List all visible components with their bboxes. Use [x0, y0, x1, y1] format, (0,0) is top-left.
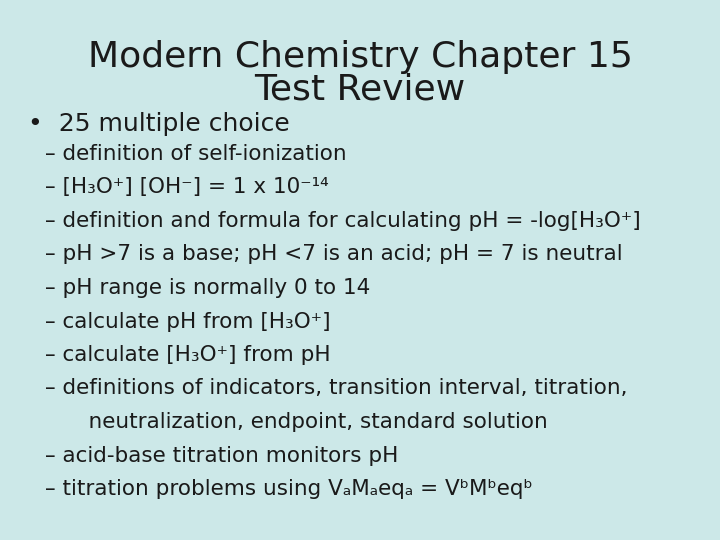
Text: – titration problems using VₐMₐeqₐ = VᵇMᵇeqᵇ: – titration problems using VₐMₐeqₐ = VᵇM… [45, 479, 533, 499]
Text: – [H₃O⁺] [OH⁻] = 1 x 10⁻¹⁴: – [H₃O⁺] [OH⁻] = 1 x 10⁻¹⁴ [45, 178, 329, 198]
Text: Test Review: Test Review [254, 72, 466, 106]
Text: neutralization, endpoint, standard solution: neutralization, endpoint, standard solut… [61, 412, 548, 432]
Text: – acid-base titration monitors pH: – acid-base titration monitors pH [45, 446, 398, 465]
Text: – pH range is normally 0 to 14: – pH range is normally 0 to 14 [45, 278, 370, 298]
Text: – calculate [H₃O⁺] from pH: – calculate [H₃O⁺] from pH [45, 345, 330, 365]
Text: •  25 multiple choice: • 25 multiple choice [28, 112, 289, 136]
Text: – definitions of indicators, transition interval, titration,: – definitions of indicators, transition … [45, 379, 628, 399]
Text: Modern Chemistry Chapter 15: Modern Chemistry Chapter 15 [88, 40, 632, 74]
Text: – definition and formula for calculating pH = -log[H₃O⁺]: – definition and formula for calculating… [45, 211, 641, 231]
Text: – calculate pH from [H₃O⁺]: – calculate pH from [H₃O⁺] [45, 312, 330, 332]
Text: – definition of self-ionization: – definition of self-ionization [45, 144, 346, 164]
Text: – pH >7 is a base; pH <7 is an acid; pH = 7 is neutral: – pH >7 is a base; pH <7 is an acid; pH … [45, 245, 623, 265]
